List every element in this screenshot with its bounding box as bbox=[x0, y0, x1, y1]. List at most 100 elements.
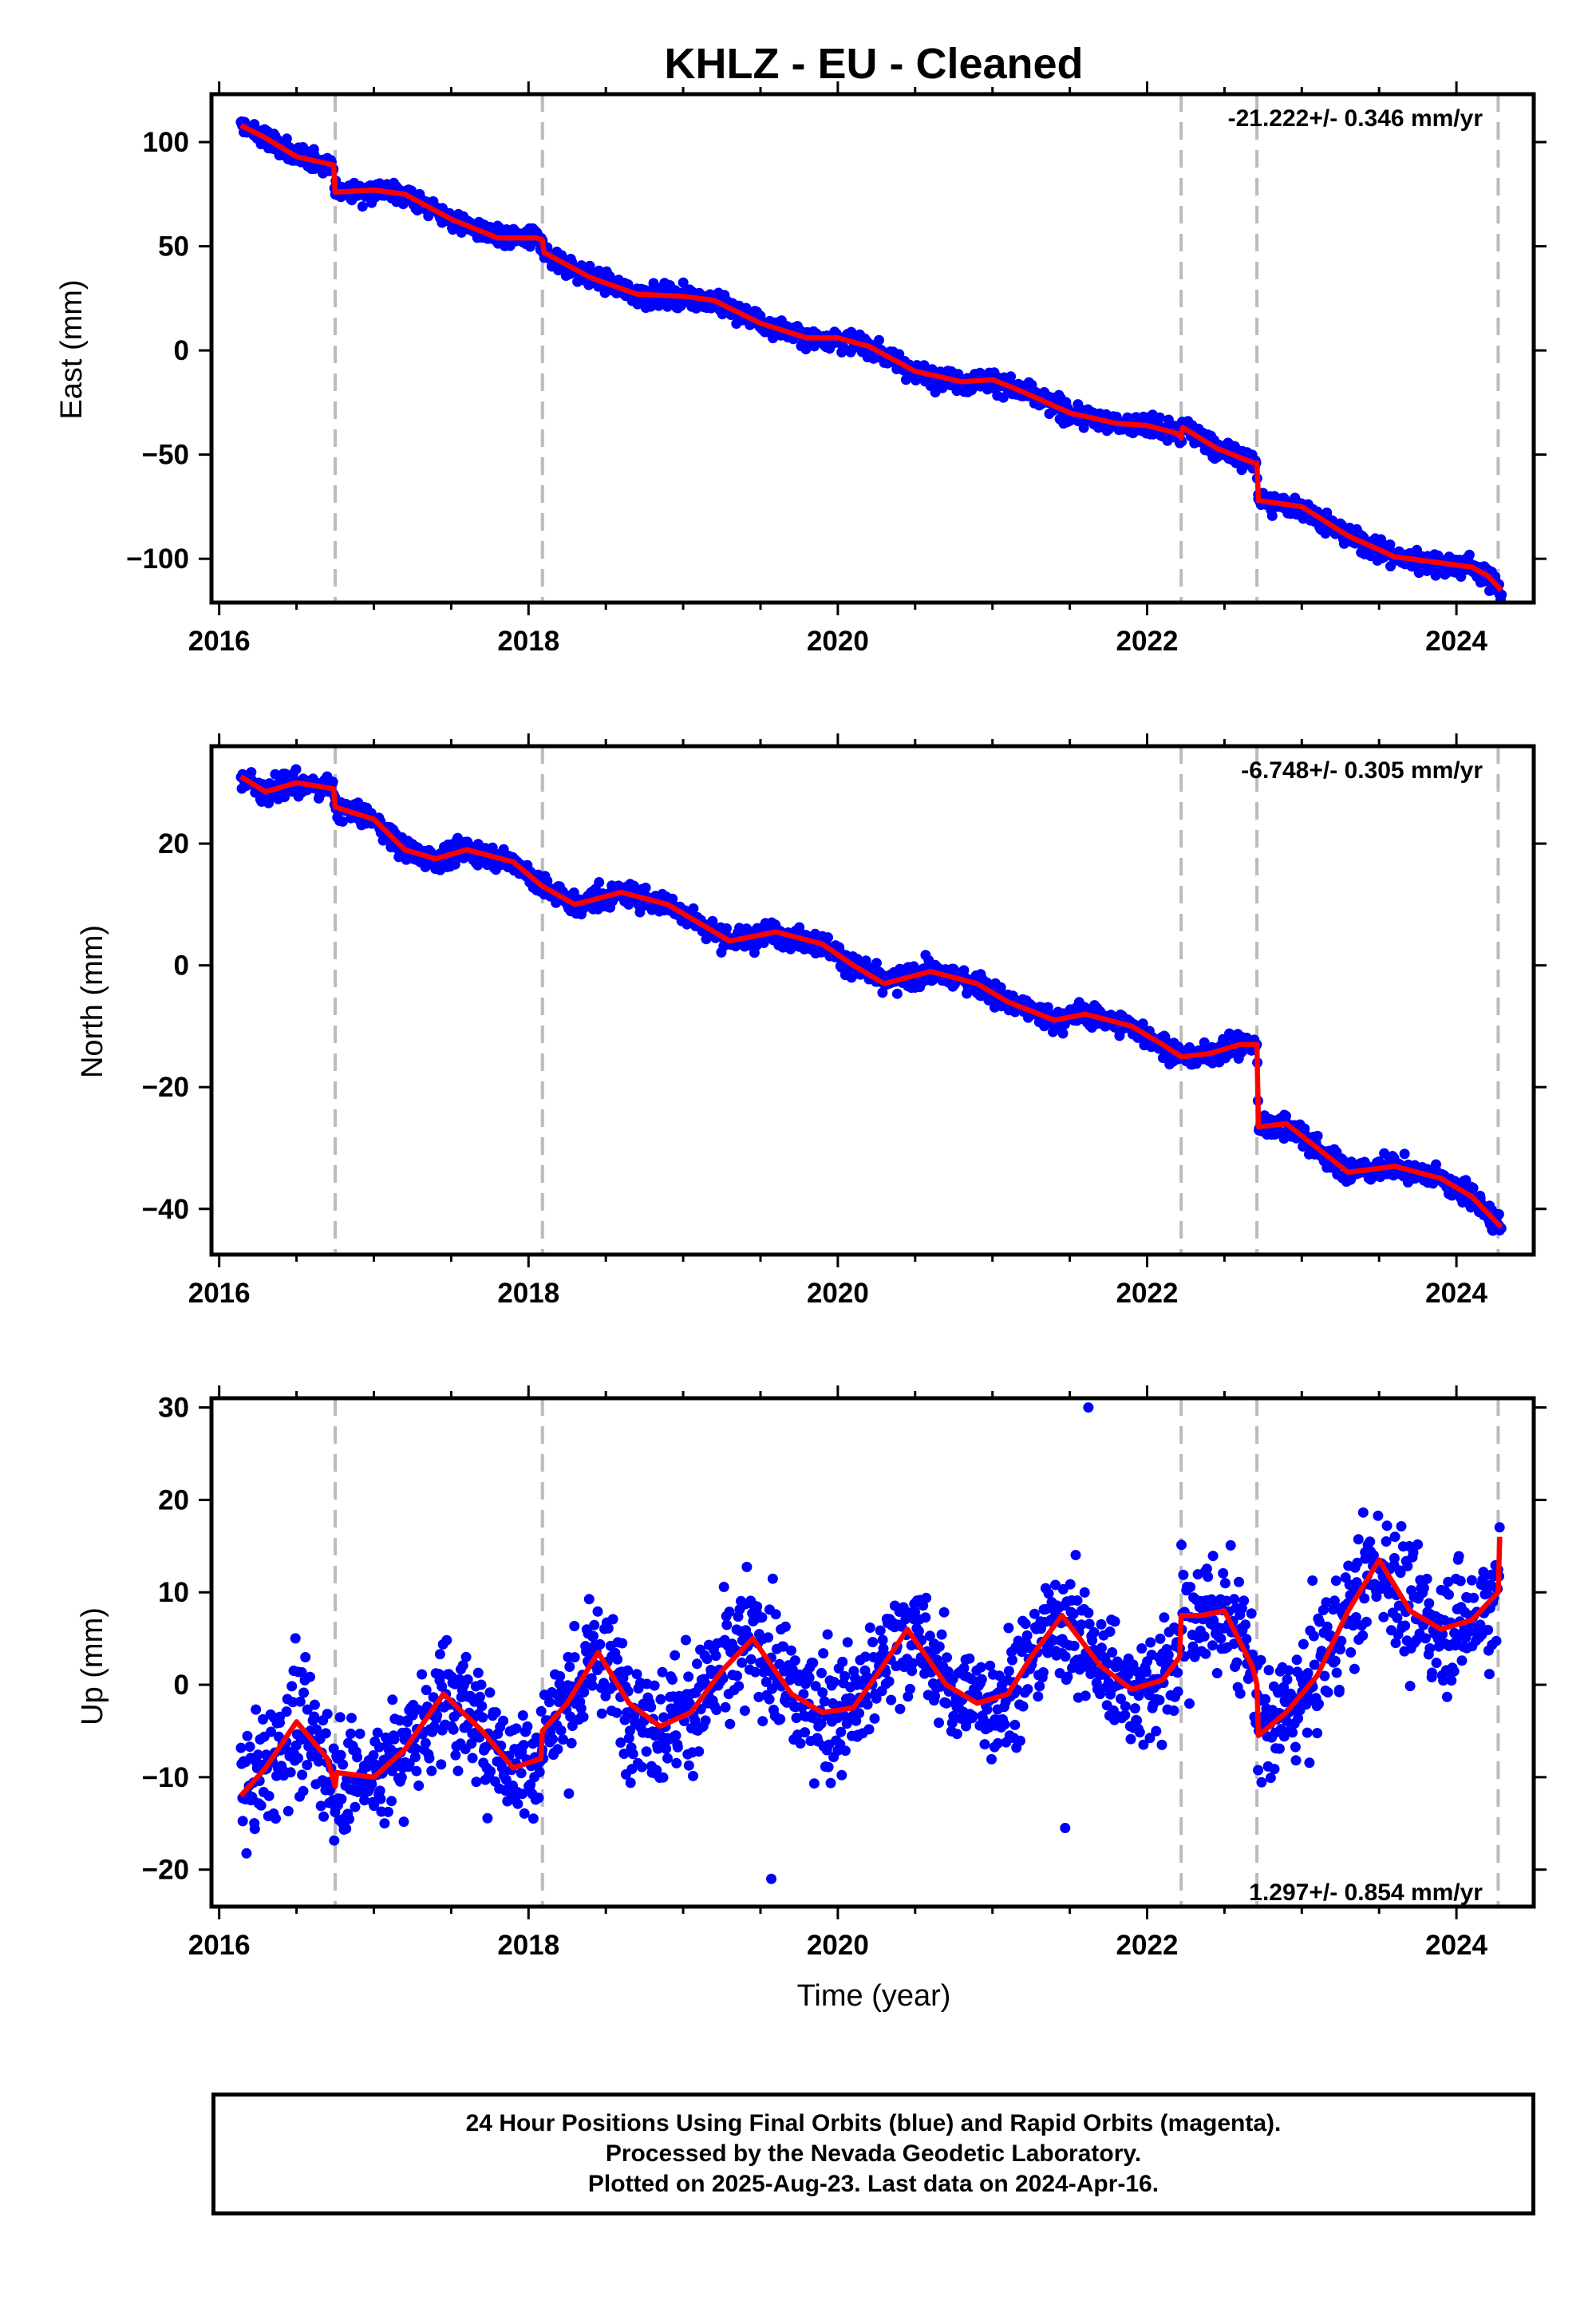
data-point bbox=[942, 1666, 954, 1677]
data-point bbox=[512, 1798, 523, 1809]
x-tick-label-north: 2018 bbox=[497, 1278, 559, 1309]
y-tick-label-east: 100 bbox=[143, 127, 189, 158]
data-point bbox=[1314, 1616, 1325, 1627]
data-point bbox=[1283, 1665, 1294, 1676]
data-point bbox=[985, 1660, 996, 1671]
data-point bbox=[320, 1728, 331, 1739]
data-point bbox=[589, 1619, 600, 1630]
data-point bbox=[810, 1681, 821, 1692]
data-point bbox=[1399, 1148, 1410, 1160]
x-tick-label-north: 2022 bbox=[1116, 1278, 1179, 1309]
data-point bbox=[296, 1667, 307, 1678]
data-point bbox=[436, 1759, 447, 1770]
data-point bbox=[500, 1774, 512, 1785]
data-point bbox=[1041, 1603, 1052, 1614]
data-point bbox=[907, 1658, 918, 1669]
data-point bbox=[302, 1704, 313, 1715]
data-point bbox=[246, 767, 257, 778]
data-point bbox=[958, 1662, 970, 1674]
data-point bbox=[867, 1637, 879, 1648]
data-point bbox=[298, 1785, 309, 1796]
data-point bbox=[907, 1666, 918, 1677]
data-point bbox=[255, 1800, 267, 1811]
data-point bbox=[517, 1710, 528, 1721]
data-point bbox=[678, 277, 689, 288]
data-point bbox=[1120, 1701, 1131, 1712]
data-point bbox=[975, 1662, 986, 1673]
data-point bbox=[1154, 1694, 1165, 1705]
data-point bbox=[1312, 1728, 1323, 1739]
data-point bbox=[670, 1650, 681, 1661]
data-point bbox=[1309, 1659, 1320, 1670]
x-tick-label-north: 2016 bbox=[188, 1278, 251, 1309]
data-point bbox=[1020, 1618, 1031, 1630]
data-point bbox=[401, 1727, 412, 1738]
data-point bbox=[710, 1650, 721, 1662]
data-point bbox=[1496, 589, 1507, 600]
data-point bbox=[1199, 1630, 1210, 1642]
data-point bbox=[683, 1671, 694, 1682]
data-point bbox=[862, 1699, 873, 1710]
data-point bbox=[724, 1607, 735, 1618]
data-point bbox=[369, 1800, 380, 1812]
data-point bbox=[721, 1619, 733, 1630]
data-point bbox=[1138, 1739, 1149, 1750]
data-point bbox=[335, 1749, 346, 1761]
data-point bbox=[565, 1711, 576, 1722]
data-point bbox=[976, 1674, 987, 1685]
data-point bbox=[564, 1662, 575, 1672]
data-point bbox=[522, 1721, 533, 1732]
data-point bbox=[942, 1652, 952, 1663]
data-point bbox=[1022, 1684, 1033, 1695]
data-point bbox=[1218, 1567, 1229, 1579]
y-tick-label-east: 50 bbox=[158, 231, 189, 263]
data-point bbox=[596, 1708, 607, 1719]
data-point bbox=[1207, 1551, 1219, 1562]
data-point bbox=[498, 1715, 509, 1726]
data-point bbox=[305, 1671, 315, 1682]
data-point bbox=[472, 1667, 484, 1678]
data-point bbox=[842, 1637, 853, 1648]
data-point bbox=[242, 1730, 253, 1741]
data-point bbox=[786, 1645, 796, 1656]
data-point bbox=[649, 1680, 660, 1691]
data-point bbox=[1070, 1550, 1081, 1560]
data-point bbox=[817, 1687, 828, 1698]
data-point bbox=[688, 903, 699, 914]
data-point bbox=[795, 1738, 806, 1749]
data-point bbox=[760, 1677, 772, 1687]
data-point bbox=[1185, 1582, 1196, 1593]
data-point bbox=[753, 1691, 764, 1702]
data-point bbox=[941, 1697, 952, 1709]
data-point bbox=[689, 1715, 701, 1725]
data-point bbox=[1234, 1576, 1244, 1587]
data-point bbox=[357, 201, 368, 212]
data-point bbox=[434, 1649, 445, 1660]
data-point bbox=[588, 1630, 598, 1642]
data-point bbox=[636, 1761, 647, 1773]
data-point bbox=[816, 1667, 827, 1678]
data-point bbox=[387, 1694, 398, 1705]
data-point bbox=[767, 1573, 778, 1584]
data-point bbox=[569, 1621, 580, 1631]
data-point bbox=[967, 1710, 978, 1721]
data-point bbox=[800, 344, 812, 354]
data-point bbox=[251, 1704, 262, 1715]
data-point bbox=[421, 1685, 432, 1696]
data-point bbox=[1207, 1640, 1218, 1651]
data-point bbox=[875, 1625, 886, 1636]
data-point bbox=[913, 1626, 924, 1637]
data-point bbox=[287, 1697, 298, 1708]
data-point bbox=[1151, 1725, 1162, 1737]
data-point bbox=[1163, 414, 1174, 425]
data-point bbox=[346, 1713, 357, 1724]
data-point bbox=[839, 1745, 851, 1757]
data-point bbox=[535, 1705, 547, 1717]
data-point bbox=[1215, 1633, 1227, 1644]
data-point bbox=[883, 1676, 895, 1687]
data-point bbox=[895, 1703, 906, 1714]
data-point bbox=[485, 1766, 496, 1777]
data-point bbox=[982, 1704, 993, 1715]
